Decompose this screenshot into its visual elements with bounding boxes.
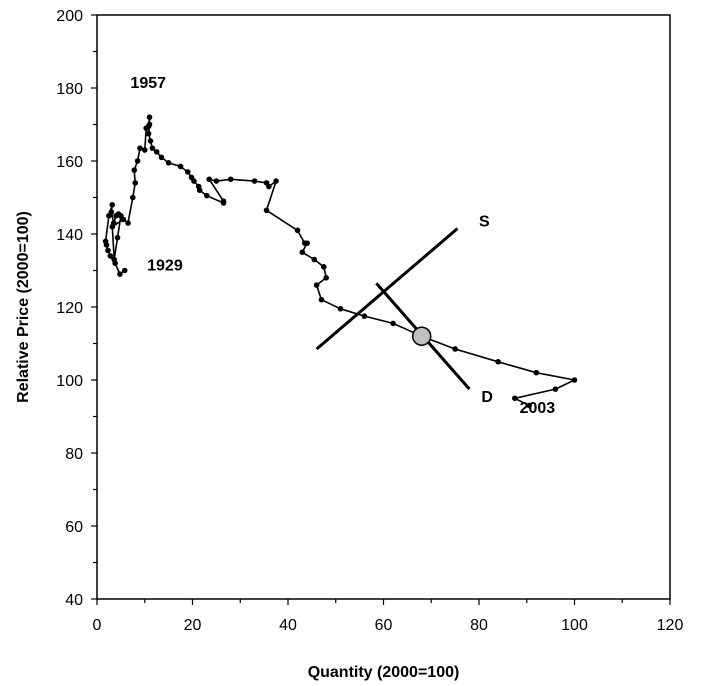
data-point (141, 147, 148, 153)
data-point (120, 216, 127, 223)
data-point (165, 160, 172, 166)
data-point (137, 145, 143, 152)
data-point (105, 247, 111, 254)
y-tick-label: 120 (56, 300, 83, 317)
y-tick-label: 100 (56, 373, 83, 390)
data-point (304, 240, 310, 246)
tick-labels: 0 20 40 60 80 100 120 40 60 80 100 120 140 160 180 200 (56, 8, 683, 634)
data-point (153, 149, 160, 155)
data-point (145, 130, 152, 137)
data-point (196, 187, 203, 193)
x-axis-title: Quantity (2000=100) (308, 664, 460, 681)
data-point (220, 198, 227, 204)
data-point (321, 264, 327, 270)
data-point (130, 194, 136, 201)
annotation-label: 2003 (520, 400, 556, 417)
y-tick-label: 140 (56, 227, 83, 244)
data-point (294, 227, 301, 234)
data-point (146, 121, 153, 128)
data-point (311, 256, 318, 263)
data-point (263, 207, 270, 214)
data-point (149, 145, 156, 152)
data-point (313, 282, 320, 288)
y-tick-label: 160 (56, 154, 83, 171)
annotations: 1957 1929 S D 2003 (130, 75, 555, 417)
data-point (213, 178, 220, 184)
data-point (158, 154, 165, 161)
x-tick-label: 80 (470, 617, 488, 634)
data-point (147, 138, 154, 144)
data-point (191, 178, 197, 184)
data-point (452, 346, 458, 352)
equilibrium-marker (411, 326, 432, 346)
data-point (109, 223, 116, 230)
y-tick-label: 40 (65, 592, 83, 609)
data-point (117, 271, 123, 277)
data-point (111, 256, 117, 263)
data-point (184, 169, 191, 175)
axis-ticks (91, 14, 671, 605)
data-point (323, 275, 330, 281)
data-point (495, 358, 501, 365)
x-tick-label: 0 (93, 617, 102, 634)
data-point (109, 202, 116, 208)
x-tick-label: 60 (375, 617, 393, 634)
data-point (318, 296, 325, 303)
data-point (227, 176, 234, 183)
data-point (134, 158, 141, 164)
plot-frame (96, 14, 671, 600)
data-point (299, 249, 306, 256)
data-point (132, 180, 138, 186)
data-point (552, 386, 559, 392)
data-point (206, 176, 213, 183)
data-point (121, 267, 128, 274)
data-point (361, 313, 368, 319)
data-point (533, 369, 540, 376)
y-tick-label: 180 (56, 81, 83, 98)
annotation-label: 1957 (130, 75, 166, 92)
annotation-label: 1929 (147, 258, 183, 275)
data-point (102, 238, 109, 245)
data-point (131, 167, 138, 173)
y-tick-label: 200 (56, 8, 83, 25)
data-point (526, 402, 532, 409)
y-tick-label: 60 (65, 519, 83, 536)
data-point (204, 192, 210, 199)
data-point (512, 395, 518, 402)
y-tick-label: 80 (65, 446, 83, 463)
data-point (266, 183, 272, 190)
data-point (251, 178, 258, 184)
data-point (273, 178, 279, 184)
x-tick-label: 120 (657, 617, 684, 634)
annotation-label: D (481, 389, 493, 406)
supply-line (315, 227, 459, 351)
data-point (146, 114, 153, 120)
data-point (337, 306, 344, 312)
data-point (177, 163, 184, 170)
plot-area (96, 14, 671, 600)
data-point (125, 220, 131, 226)
data-point (390, 320, 396, 327)
data-point (114, 234, 121, 241)
x-tick-label: 40 (279, 617, 297, 634)
x-tick-label: 20 (184, 617, 202, 634)
y-axis-title: Relative Price (2000=100) (15, 211, 32, 403)
data-point (107, 253, 114, 259)
data-points (102, 114, 578, 409)
x-tick-label: 100 (561, 617, 588, 634)
data-point (108, 209, 115, 215)
data-point (571, 377, 578, 383)
annotation-label: S (479, 214, 490, 231)
